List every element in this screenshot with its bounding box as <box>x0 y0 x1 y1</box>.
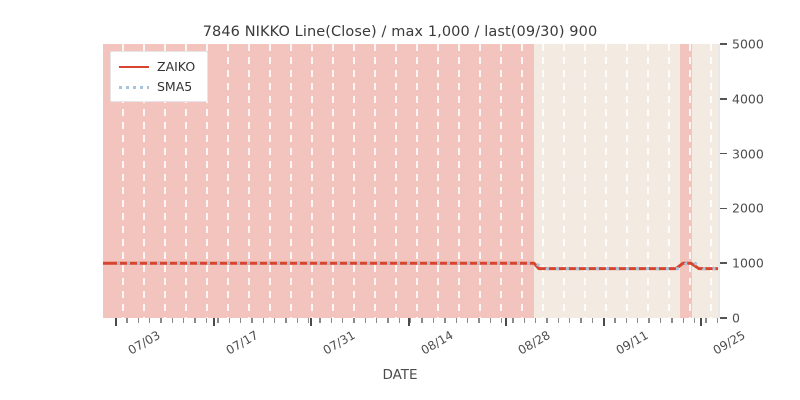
x-tick-minor <box>239 318 242 323</box>
x-tick-minor <box>716 318 718 323</box>
x-tick-label: 08/28 <box>515 328 553 358</box>
y-tick <box>720 317 727 319</box>
x-tick-minor <box>546 318 548 323</box>
x-tick-minor <box>534 318 537 323</box>
x-tick-minor <box>387 318 389 323</box>
x-tick-minor <box>410 318 412 323</box>
zaiko-line-swatch-icon <box>119 61 149 73</box>
x-tick-major <box>408 318 410 326</box>
x-tick-minor <box>149 318 151 323</box>
series-layer <box>103 261 718 271</box>
y-axis-spine <box>718 44 720 318</box>
x-tick-minor <box>693 318 696 323</box>
x-axis-title: DATE <box>382 367 418 383</box>
x-tick-minor <box>262 318 264 323</box>
x-tick-minor <box>251 318 253 323</box>
y-tick-label: 4000 <box>732 91 764 107</box>
x-tick-major <box>505 318 507 326</box>
x-tick-major <box>115 318 118 326</box>
x-tick-minor <box>671 318 673 323</box>
x-tick-minor <box>705 318 707 323</box>
x-tick-minor <box>194 318 196 323</box>
x-tick-label: 07/31 <box>320 328 358 358</box>
x-tick-minor <box>228 318 230 323</box>
x-tick-minor <box>273 318 276 323</box>
x-tick-label: 09/11 <box>613 328 651 358</box>
x-tick-minor <box>285 318 287 323</box>
x-tick-minor <box>580 318 582 323</box>
x-tick-minor <box>614 318 616 323</box>
y-tick-label: 3000 <box>732 146 764 162</box>
x-tick-minor <box>659 318 662 323</box>
y-tick <box>720 98 727 100</box>
x-tick-minor <box>217 318 219 323</box>
y-tick <box>720 43 727 45</box>
x-tick-minor <box>432 318 435 323</box>
chart-title: 7846 NIKKO Line(Close) / max 1,000 / las… <box>202 24 598 40</box>
x-tick-minor <box>682 318 684 323</box>
x-tick-label: 08/14 <box>418 328 456 358</box>
x-tick-minor <box>296 318 298 323</box>
x-tick-minor <box>557 318 560 323</box>
x-tick-minor <box>205 318 208 323</box>
y-tick <box>720 207 727 210</box>
x-tick-major <box>310 318 313 326</box>
x-tick-minor <box>500 318 503 323</box>
x-tick-major <box>213 318 215 326</box>
x-axis: 07/03 07/17 07/31 08/14 08/28 09/11 09/25 <box>103 318 748 357</box>
x-tick-minor <box>160 318 162 323</box>
y-tick-label: 0 <box>732 310 740 326</box>
x-tick-minor <box>330 318 333 323</box>
x-tick-minor <box>342 318 344 323</box>
x-tick-minor <box>466 318 469 323</box>
series-line-sma5 <box>117 261 718 271</box>
y-tick-label: 2000 <box>732 200 764 216</box>
x-tick-minor <box>512 318 514 323</box>
x-tick-minor <box>319 318 321 323</box>
x-tick-minor <box>455 318 457 323</box>
x-tick-minor <box>376 318 378 323</box>
x-tick-minor <box>307 318 310 323</box>
x-tick-minor <box>569 318 571 323</box>
legend-item-sma5[interactable]: SMA5 <box>119 78 195 95</box>
legend-label-zaiko: ZAIKO <box>157 59 196 74</box>
x-tick-minor <box>648 318 650 323</box>
y-tick <box>720 152 727 155</box>
x-tick-minor <box>489 318 491 323</box>
x-tick-minor <box>591 318 594 323</box>
x-tick-major <box>700 318 702 326</box>
x-tick-label: 07/17 <box>223 328 261 358</box>
x-tick-minor <box>478 318 480 323</box>
series-line-zaiko <box>103 261 718 271</box>
x-tick-minor <box>126 318 128 323</box>
x-tick-minor <box>421 318 423 323</box>
sma5-line-swatch-icon <box>119 81 149 93</box>
x-tick-minor <box>398 318 401 323</box>
x-tick-minor <box>171 318 174 323</box>
chart-legend: ZAIKO SMA5 <box>110 51 209 102</box>
x-tick-minor <box>523 318 525 323</box>
legend-item-zaiko[interactable]: ZAIKO <box>119 58 195 75</box>
x-tick-minor <box>444 318 446 323</box>
y-tick-label: 5000 <box>732 36 764 52</box>
y-tick <box>720 262 727 264</box>
x-tick-label: 09/25 <box>710 328 748 358</box>
x-tick-minor <box>353 318 355 323</box>
x-tick-label: 07/03 <box>125 328 163 358</box>
x-tick-minor <box>364 318 367 323</box>
x-tick-minor <box>183 318 185 323</box>
legend-label-sma5: SMA5 <box>157 79 193 94</box>
y-tick-label: 1000 <box>732 255 764 271</box>
x-tick-minor <box>637 318 639 323</box>
x-tick-major <box>602 318 605 326</box>
y-axis: 5000 4000 3000 2000 1000 0 <box>718 37 800 326</box>
x-tick-minor <box>137 318 140 323</box>
x-tick-minor <box>625 318 628 323</box>
